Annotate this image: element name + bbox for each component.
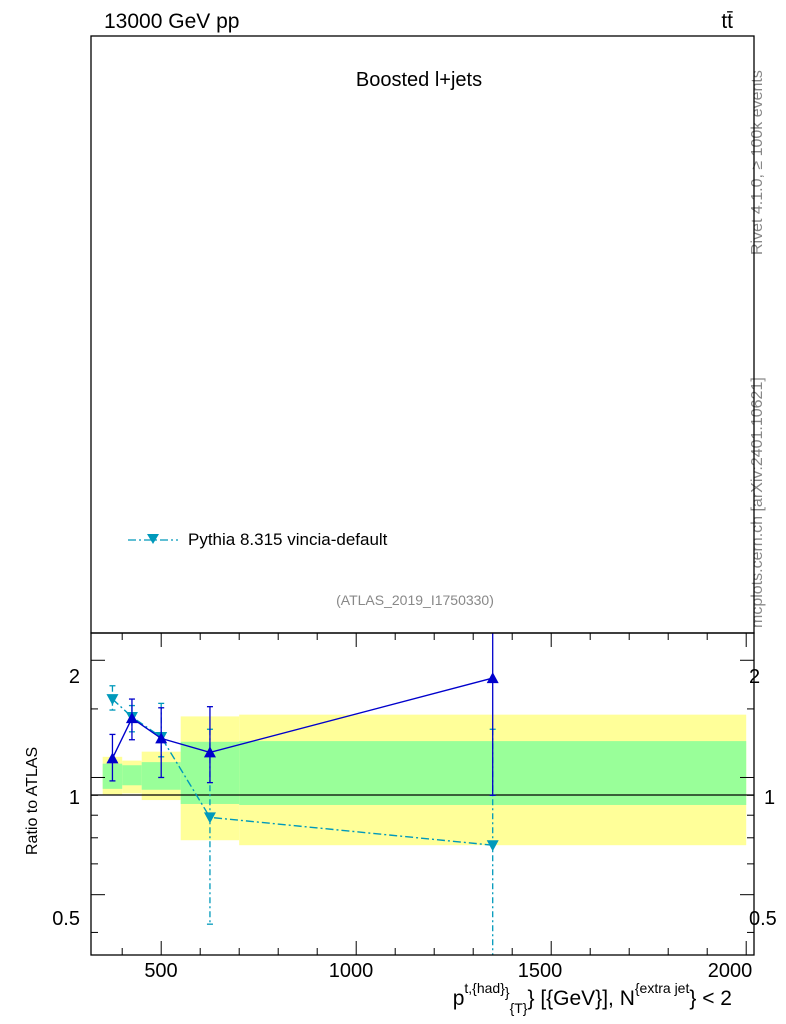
series-1-point-4: [486, 672, 499, 684]
ratio-panel-frame: [90, 632, 755, 956]
series-layer: [106, 633, 499, 955]
x-tick-label-1000: 1000: [329, 960, 374, 982]
y-tick-label-right-1: 1: [764, 787, 775, 809]
series-1-point-2: [155, 732, 168, 744]
x-tick-label-2000: 2000: [708, 960, 753, 982]
process-label: tt̄: [721, 10, 733, 33]
y-axis-title: Ratio to ATLAS: [24, 747, 41, 855]
ratio-panel: [90, 632, 755, 956]
inner-band-bin-1: [122, 765, 142, 786]
series-1-point-0: [106, 752, 119, 764]
y-tick-label-1: 1: [69, 787, 80, 809]
analysis-id-label: (ATLAS_2019_I1750330): [336, 592, 494, 608]
source-label: mcplots.cern.ch [arXiv:2401.10621]: [749, 377, 766, 628]
legend-entry-label: Pythia 8.315 vincia-default: [188, 530, 388, 549]
rivet-version-label: Rivet 4.1.0, ≥ 100k events: [749, 70, 766, 255]
series-1: [106, 633, 499, 796]
series-1-point-1: [125, 712, 138, 724]
series-0-point-3: [203, 812, 216, 824]
main-panel-title: Boosted l+jets: [356, 69, 482, 91]
series-0-point-0: [106, 694, 119, 706]
energy-label: 13000 GeV pp: [104, 10, 239, 33]
x-tick-label-1500: 1500: [518, 960, 563, 982]
uncertainty-bands: [102, 714, 747, 846]
y-tick-label-0.5: 0.5: [52, 908, 80, 930]
y-tick-label-right-2: 2: [749, 666, 760, 688]
x-axis-title: pt,{had}}{T}} [{GeV}], N{extra jet} < 2: [453, 980, 732, 1016]
y-tick-label-right-0.5: 0.5: [749, 908, 777, 930]
y-tick-label-2: 2: [69, 666, 80, 688]
x-tick-label-500: 500: [144, 960, 177, 982]
legend-marker: [147, 534, 159, 544]
series-1-point-3: [203, 746, 216, 758]
series-0-point-4: [486, 840, 499, 852]
legend: Pythia 8.315 vincia-default: [128, 530, 388, 549]
axis-ticks: [91, 633, 754, 955]
series-0-line: [111, 698, 493, 846]
